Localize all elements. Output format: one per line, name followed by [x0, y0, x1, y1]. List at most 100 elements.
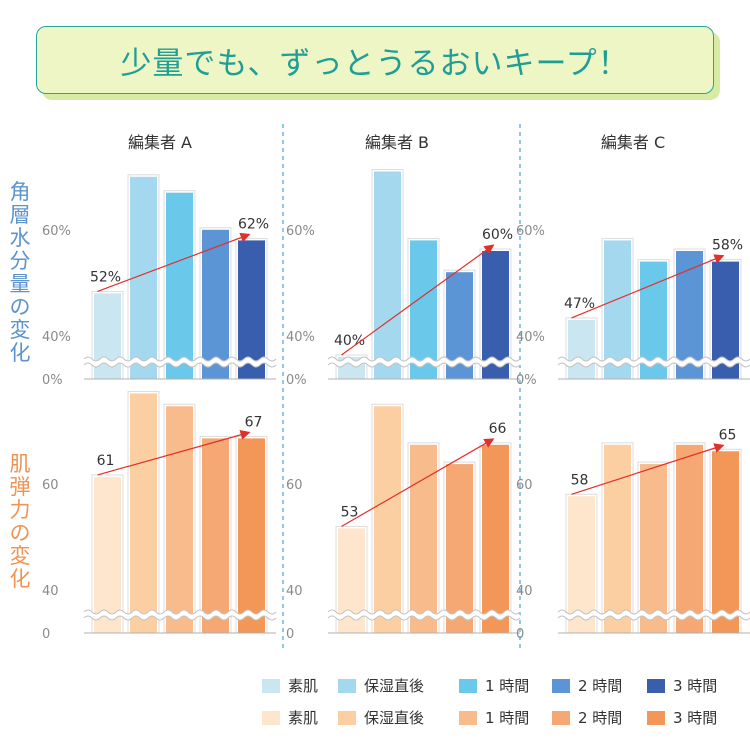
data-label: 58%: [712, 238, 743, 254]
bar: [202, 438, 229, 633]
axis-break: [326, 357, 522, 367]
editor-heading: 編集者 A: [128, 133, 192, 152]
y-tick-label: 40: [516, 584, 533, 599]
row-label-moisture: 角層水分量の変化: [9, 180, 31, 365]
axis-break-line: [83, 362, 277, 368]
axis-break-line: [557, 609, 750, 615]
axis-break-line: [557, 362, 750, 368]
y-tick-label: 60: [286, 478, 303, 493]
y-tick-label: 0%: [286, 373, 307, 388]
bar: [482, 444, 509, 633]
bar: [166, 192, 193, 379]
y-tick-label: 40: [42, 584, 59, 599]
bar: [94, 476, 121, 633]
legend-swatch: [262, 678, 280, 693]
row-label-elasticity: 肌弾力の変化: [9, 452, 31, 591]
title-banner: 少量でも、ずっとうるおいキープ！: [36, 26, 714, 94]
trend-arrow: [97, 430, 251, 476]
legend-label: 1 時間: [485, 709, 530, 727]
trend-arrow: [571, 443, 725, 495]
bar: [410, 240, 437, 379]
y-tick-label: 0%: [42, 373, 63, 388]
data-label: 53: [341, 504, 359, 520]
bar: [676, 444, 703, 633]
bar: [640, 464, 667, 633]
y-tick-label: 60: [42, 478, 59, 493]
legend-item: 1 時間: [459, 675, 529, 696]
bar: [238, 240, 265, 379]
bar: [568, 496, 595, 633]
axis-break-line: [327, 609, 521, 615]
bar: [568, 319, 595, 379]
legend-item: 素肌: [262, 675, 318, 696]
y-tick-label: 60: [516, 478, 533, 493]
axis-break-line: [557, 356, 750, 362]
editor-heading: 編集者 B: [365, 133, 429, 152]
legend-swatch: [459, 710, 477, 725]
y-tick-label: 0: [516, 627, 524, 642]
y-tick-label: 0: [42, 627, 50, 642]
data-label: 40%: [334, 333, 365, 349]
trend-arrow: [97, 232, 251, 292]
legend-item: 3 時間: [647, 707, 717, 728]
legend-swatch: [647, 710, 665, 725]
legend-label: 保湿直後: [364, 709, 425, 727]
legend-label: 3 時間: [673, 709, 718, 727]
legend-swatch: [338, 710, 356, 725]
legend-swatch: [552, 710, 570, 725]
bar: [712, 451, 739, 633]
y-tick-label: 40: [286, 584, 303, 599]
axis-break-line: [83, 615, 277, 621]
legend-swatch: [262, 710, 280, 725]
axis-break-line: [83, 356, 277, 362]
axis-break-line: [557, 615, 750, 621]
legend-label: 2 時間: [578, 677, 623, 695]
bar: [446, 464, 473, 633]
data-label: 62%: [238, 216, 269, 232]
legend-item: 2 時間: [552, 675, 622, 696]
editor-heading: 編集者 C: [601, 133, 665, 152]
legend-item: 保湿直後: [338, 707, 424, 728]
y-tick-label: 60%: [42, 224, 71, 239]
y-tick-label: 0: [286, 627, 294, 642]
data-label: 67: [245, 414, 263, 430]
data-label: 52%: [90, 269, 121, 285]
bar: [374, 406, 401, 633]
legend-label: 保湿直後: [364, 677, 425, 695]
y-tick-label: 60%: [286, 224, 315, 239]
bar: [202, 229, 229, 379]
axis-break-line: [83, 609, 277, 615]
legend-label: 3 時間: [673, 677, 718, 695]
axis-break-line: [327, 615, 521, 621]
axis-break: [556, 610, 750, 620]
axis-break: [556, 357, 750, 367]
legend-swatch: [459, 678, 477, 693]
legend-label: 2 時間: [578, 709, 623, 727]
data-label: 60%: [482, 227, 513, 243]
axis-break: [82, 357, 278, 367]
legend-swatch: [647, 678, 665, 693]
bar: [604, 444, 631, 633]
legend-label: 素肌: [288, 709, 319, 727]
data-label: 65: [719, 427, 737, 443]
legend-label: 1 時間: [485, 677, 530, 695]
data-label: 66: [489, 421, 507, 437]
legend-swatch: [552, 678, 570, 693]
bar: [604, 240, 631, 379]
trend-arrow: [341, 244, 495, 356]
y-tick-label: 40%: [516, 330, 545, 345]
axis-break-line: [327, 362, 521, 368]
y-tick-label: 60%: [516, 224, 545, 239]
bar: [410, 444, 437, 633]
legend-item: 保湿直後: [338, 675, 424, 696]
trend-arrow: [341, 438, 495, 527]
bar: [130, 393, 157, 633]
legend-label: 素肌: [288, 677, 319, 695]
legend-item: 1 時間: [459, 707, 529, 728]
legend-item: 素肌: [262, 707, 318, 728]
bar: [166, 406, 193, 633]
y-tick-label: 0%: [516, 373, 537, 388]
chart-title: 少量でも、ずっとうるおいキープ！: [120, 45, 630, 82]
axis-break-line: [327, 356, 521, 362]
